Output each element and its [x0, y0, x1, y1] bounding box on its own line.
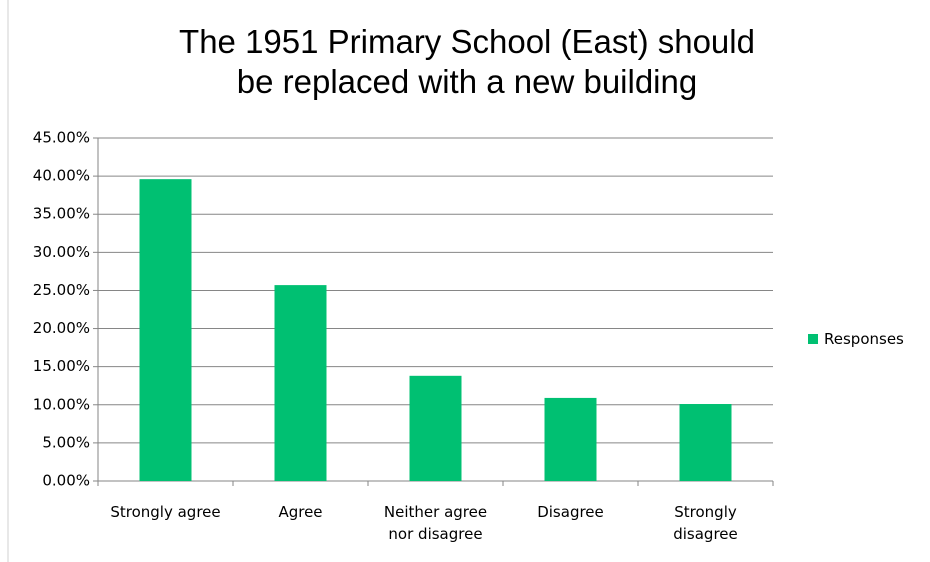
y-tick-label: 5.00%	[42, 433, 90, 451]
y-tick-label: 25.00%	[33, 281, 90, 299]
y-tick-label: 15.00%	[33, 357, 90, 375]
y-tick-label: 35.00%	[33, 205, 90, 223]
bar	[274, 285, 327, 481]
x-tick-label: Neither agree nor disagree	[383, 503, 488, 543]
bar	[679, 404, 732, 481]
x-tick-label: Strongly agree	[110, 503, 221, 521]
y-tick-label: 45.00%	[33, 129, 90, 147]
x-tick-label: Agree	[278, 503, 323, 521]
y-tick-label: 0.00%	[42, 472, 90, 490]
y-tick-label: 10.00%	[33, 395, 90, 413]
legend-swatch	[808, 334, 818, 344]
y-tick-label: 40.00%	[33, 167, 90, 185]
legend-label: Responses	[824, 330, 904, 348]
y-tick-label: 30.00%	[33, 243, 90, 261]
bar	[139, 179, 192, 481]
chart-title: The 1951 Primary School (East) should be…	[179, 23, 755, 100]
y-tick-label: 20.00%	[33, 319, 90, 337]
bar	[409, 375, 462, 481]
legend: Responses	[808, 330, 904, 348]
x-tick-label: Disagree	[537, 503, 604, 521]
bar	[544, 397, 597, 481]
x-tick-label: Strongly disagree	[673, 503, 738, 543]
